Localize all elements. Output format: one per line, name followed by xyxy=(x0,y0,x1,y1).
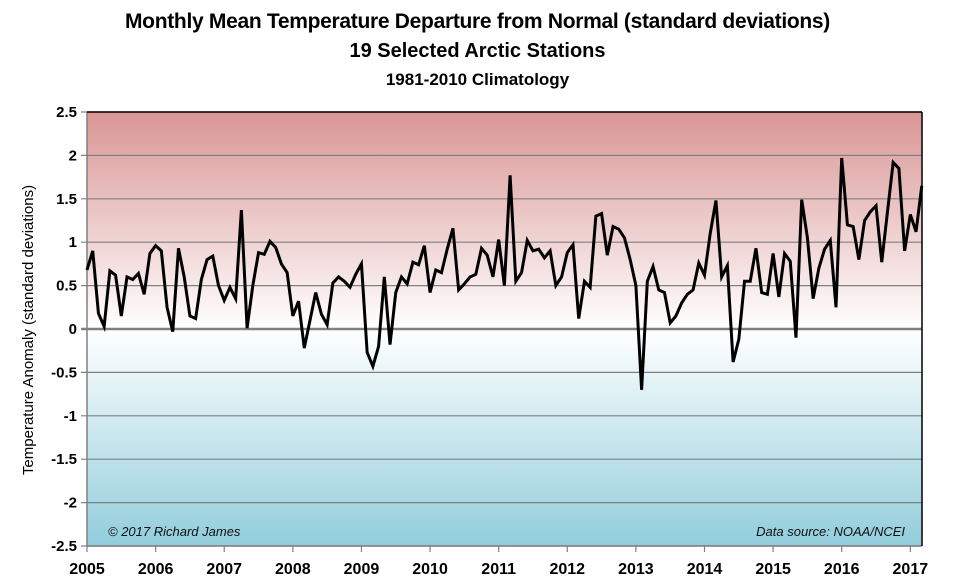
x-axis: 2005 2006 2007 2008 2009 2010 2011 2012 2013 2014… xyxy=(69,545,929,578)
x-tick-label: 2009 xyxy=(344,561,380,578)
x-tick-label: 2010 xyxy=(412,561,448,578)
x-tick-label: 2015 xyxy=(755,561,791,578)
x-tick-label: 2011 xyxy=(481,561,516,578)
x-tick-label: 2016 xyxy=(824,561,860,578)
gridlines xyxy=(81,111,922,547)
chart-title: Monthly Mean Temperature Departure from … xyxy=(124,10,830,33)
y-tick-label: -1.5 xyxy=(51,451,77,468)
x-tick-label: 2008 xyxy=(275,561,311,578)
x-tick-label: 2012 xyxy=(549,561,585,578)
y-axis-label: Temperature Anomaly (standard deviations… xyxy=(20,185,37,475)
x-tick-label: 2006 xyxy=(138,561,174,578)
y-tick-label: 1.5 xyxy=(56,191,77,208)
y-tick-label: 1 xyxy=(69,234,77,251)
copyright-annotation: © 2017 Richard James xyxy=(108,524,241,539)
data-source-annotation: Data source: NOAA/NCEI xyxy=(756,524,905,539)
y-tick-label: -2.5 xyxy=(51,538,77,555)
y-tick-label: -2 xyxy=(64,495,77,512)
y-tick-label: 0.5 xyxy=(56,278,77,295)
x-tick-label: 2014 xyxy=(687,561,723,578)
series-line-monthly-anomaly xyxy=(85,157,924,390)
x-tick-label: 2007 xyxy=(206,561,242,578)
y-tick-label: 0 xyxy=(69,321,77,338)
y-tick-label: 2 xyxy=(69,147,77,164)
x-tick-label: 2013 xyxy=(618,561,654,578)
y-tick-label: -0.5 xyxy=(51,364,77,381)
chart-subtitle: 19 Selected Arctic Stations xyxy=(349,40,606,62)
y-tick-label: 2.5 xyxy=(56,104,77,121)
y-tick-label: -1 xyxy=(64,408,77,425)
x-tick-label: 2017 xyxy=(893,561,929,578)
x-tick-label: 2005 xyxy=(69,561,105,578)
y-axis: 2.5 2 1.5 1 0.5 0 -0.5 -1 -1.5 -2 -2.5 xyxy=(51,104,88,555)
chart-subtitle-climatology: 1981-2010 Climatology xyxy=(385,70,570,89)
